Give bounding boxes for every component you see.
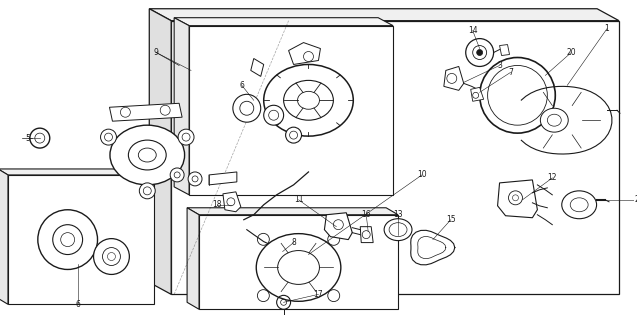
Text: 20: 20 [566,48,576,57]
Polygon shape [0,169,154,175]
Text: 3: 3 [497,61,502,70]
Polygon shape [174,18,189,195]
Circle shape [476,50,483,55]
Text: 18: 18 [212,200,222,209]
Ellipse shape [110,125,185,185]
Text: 2: 2 [634,195,637,204]
Circle shape [188,172,202,186]
Polygon shape [444,67,464,90]
Circle shape [466,39,494,67]
Text: 7: 7 [508,68,513,77]
Text: 14: 14 [468,26,478,35]
Ellipse shape [384,219,412,241]
Polygon shape [251,59,264,76]
Polygon shape [8,175,154,304]
Polygon shape [209,172,237,185]
Ellipse shape [562,191,597,219]
Circle shape [140,183,155,199]
Polygon shape [324,213,352,240]
Text: 11: 11 [294,195,303,204]
Text: 17: 17 [313,290,323,299]
Circle shape [170,168,184,182]
Circle shape [101,129,117,145]
Text: 15: 15 [446,215,455,224]
Polygon shape [361,227,373,243]
Ellipse shape [264,64,354,136]
Polygon shape [149,9,171,294]
Polygon shape [223,192,241,212]
Ellipse shape [540,108,568,132]
Ellipse shape [256,234,341,301]
Polygon shape [199,215,398,309]
Polygon shape [499,44,510,55]
Text: 8: 8 [291,238,296,247]
Circle shape [480,58,555,133]
Polygon shape [174,18,393,26]
Text: 6: 6 [75,300,80,309]
Polygon shape [471,87,483,101]
Text: 12: 12 [548,173,557,182]
Polygon shape [189,26,393,195]
Circle shape [94,239,129,275]
Polygon shape [187,208,199,309]
Circle shape [264,105,283,125]
Text: 13: 13 [393,210,403,219]
Text: 10: 10 [417,171,427,180]
Polygon shape [0,169,8,304]
Polygon shape [187,208,398,215]
Text: 16: 16 [361,210,371,219]
Text: 5: 5 [25,134,31,143]
Polygon shape [497,180,538,218]
Polygon shape [110,103,182,121]
Circle shape [38,210,97,269]
Text: 9: 9 [154,48,159,57]
Circle shape [178,129,194,145]
Circle shape [233,94,261,122]
Polygon shape [275,244,290,256]
Circle shape [285,127,301,143]
Polygon shape [289,43,320,64]
Polygon shape [149,9,619,21]
Polygon shape [171,21,619,294]
Text: 1: 1 [605,24,610,33]
Text: 6: 6 [240,81,244,90]
